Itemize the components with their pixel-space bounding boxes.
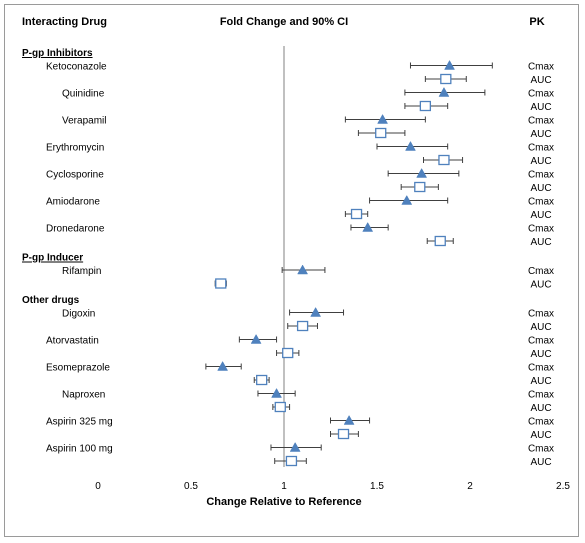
cmax-point: [362, 221, 374, 232]
pk-label-auc: AUC: [530, 403, 551, 414]
cmax-point: [401, 194, 413, 205]
cmax-point: [217, 360, 229, 371]
pk-label-auc: AUC: [530, 376, 551, 387]
plot-rows: P-gp Inhibitors Ketoconazole Cmax AUC Quinid…: [22, 48, 554, 468]
drug-label: Aspirin 325 mg: [46, 417, 113, 428]
pk-label-cmax: Cmax: [528, 224, 554, 235]
drug-label: Esomeprazole: [46, 363, 110, 374]
drug-label: Naproxen: [62, 390, 105, 401]
pk-label-cmax: Cmax: [528, 170, 554, 181]
x-tick-label: 2.5: [556, 481, 570, 492]
pk-label-cmax: Cmax: [528, 309, 554, 320]
header-interacting-drug: Interacting Drug: [22, 16, 107, 28]
x-tick-label: 0.5: [184, 481, 198, 492]
drug-label: Rifampin: [62, 266, 101, 277]
auc-point: [274, 401, 286, 413]
pk-label-auc: AUC: [530, 349, 551, 360]
auc-point: [375, 127, 387, 139]
cmax-point: [343, 414, 355, 425]
pk-label-cmax: Cmax: [528, 116, 554, 127]
auc-point: [282, 347, 294, 359]
pk-label-cmax: Cmax: [528, 390, 554, 401]
x-axis-label: Change Relative to Reference: [206, 496, 361, 508]
pk-label-auc: AUC: [530, 210, 551, 221]
x-tick-label: 1.5: [370, 481, 384, 492]
pk-label-auc: AUC: [530, 156, 551, 167]
pk-label-cmax: Cmax: [528, 336, 554, 347]
cmax-point: [310, 306, 322, 317]
cmax-point: [405, 140, 416, 151]
cmax-point: [289, 441, 301, 452]
x-tick-label: 2: [467, 481, 473, 492]
group-label: Other drugs: [22, 295, 80, 306]
auc-point: [350, 208, 363, 220]
pk-label-auc: AUC: [530, 430, 551, 441]
pk-label-cmax: Cmax: [528, 89, 554, 100]
pk-label-auc: AUC: [530, 183, 551, 194]
auc-point: [337, 428, 350, 440]
pk-label-cmax: Cmax: [528, 197, 554, 208]
cmax-point: [377, 113, 389, 124]
cmax-point: [250, 333, 262, 344]
drug-label: Dronedarone: [46, 224, 105, 235]
drug-label: Digoxin: [62, 309, 95, 320]
auc-point: [285, 455, 298, 467]
x-axis-ticks: 0 0.5 1 1.5 2 2.5: [95, 481, 570, 492]
drug-label: Verapamil: [62, 116, 106, 127]
auc-point: [256, 374, 268, 386]
cmax-point: [271, 387, 282, 398]
header-pk: PK: [529, 16, 544, 28]
drug-label: Cyclosporine: [46, 170, 104, 181]
group-label: P-gp Inhibitors: [22, 48, 93, 59]
cmax-point: [297, 264, 309, 275]
cmax-point: [416, 167, 428, 178]
auc-point: [434, 235, 446, 247]
group-label: P-gp Inducer: [22, 253, 83, 264]
x-tick-label: 1: [281, 481, 287, 492]
auc-point: [419, 100, 432, 112]
pk-label-auc: AUC: [530, 102, 551, 113]
cmax-point: [444, 59, 455, 70]
drug-label: Aspirin 100 mg: [46, 444, 113, 455]
pk-label-cmax: Cmax: [528, 266, 554, 277]
cmax-point: [438, 86, 450, 97]
pk-label-auc: AUC: [530, 75, 551, 86]
drug-label: Amiodarone: [46, 197, 100, 208]
chart-title: Fold Change and 90% CI: [220, 16, 348, 28]
auc-point: [296, 320, 309, 332]
pk-label-auc: AUC: [530, 237, 551, 248]
pk-label-cmax: Cmax: [528, 444, 554, 455]
auc-point: [215, 278, 227, 289]
drug-label: Ketoconazole: [46, 62, 107, 73]
pk-label-cmax: Cmax: [528, 62, 554, 73]
pk-label-cmax: Cmax: [528, 363, 554, 374]
pk-label-auc: AUC: [530, 457, 551, 468]
pk-label-cmax: Cmax: [528, 143, 554, 154]
pk-label-auc: AUC: [530, 280, 551, 291]
pk-label-auc: AUC: [530, 322, 551, 333]
auc-point: [440, 73, 452, 85]
pk-label-cmax: Cmax: [528, 417, 554, 428]
x-tick-label: 0: [95, 481, 101, 492]
auc-point: [414, 181, 426, 193]
pk-label-auc: AUC: [530, 129, 551, 140]
drug-label: Atorvastatin: [46, 336, 99, 347]
auc-point: [438, 154, 450, 166]
drug-label: Quinidine: [62, 89, 105, 100]
drug-label: Erythromycin: [46, 143, 104, 154]
